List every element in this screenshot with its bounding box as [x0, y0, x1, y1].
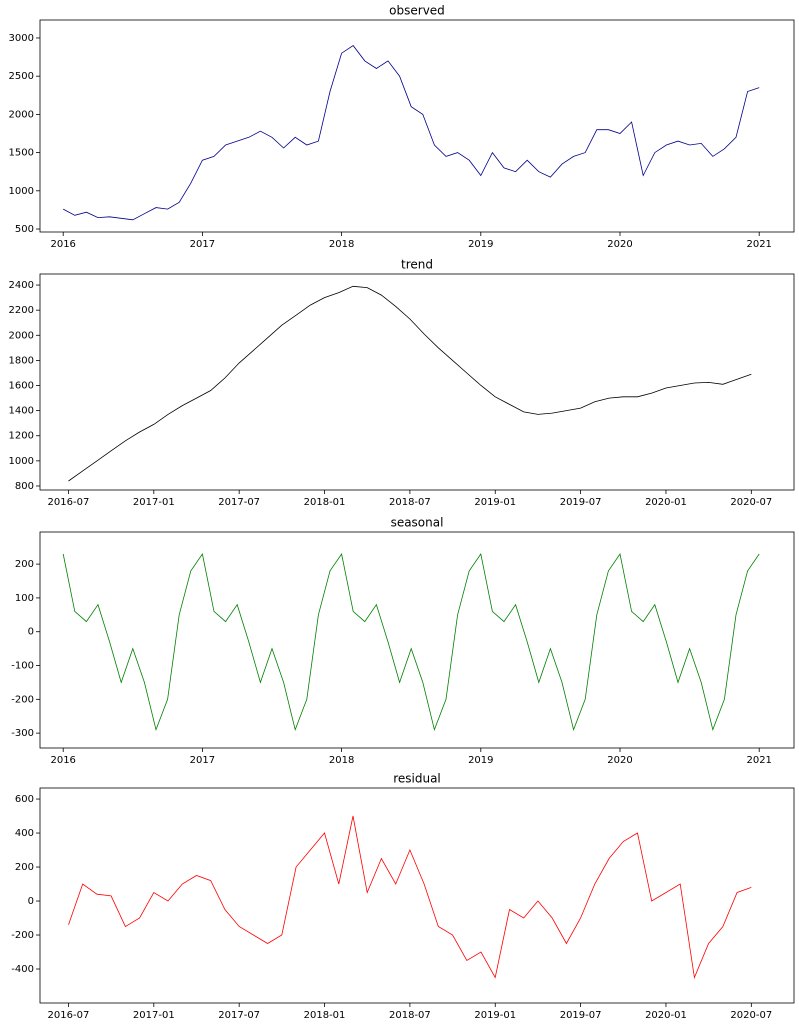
data-line — [68, 285, 752, 482]
x-tick-label: 2019-01 — [474, 497, 516, 508]
panel-title: trend — [401, 258, 433, 272]
x-tick-label: 2016-07 — [48, 1010, 90, 1021]
y-tick-label: 100 — [15, 593, 34, 604]
x-tick-label: 2017-01 — [133, 497, 175, 508]
x-tick-label: 2016 — [50, 755, 75, 766]
y-tick-label: 2400 — [9, 280, 34, 291]
x-tick-label: 2019-07 — [560, 1010, 602, 1021]
axes-frame — [39, 531, 795, 749]
y-tick-label: 0 — [28, 627, 34, 638]
x-tick-label: 2017 — [190, 755, 215, 766]
y-tick-label: 2000 — [9, 330, 34, 341]
y-tick-label: 1800 — [9, 355, 34, 366]
y-tick-label: 2200 — [9, 305, 34, 316]
y-tick-label: -200 — [11, 930, 34, 941]
x-tick-label: 2021 — [746, 239, 771, 250]
x-tick-label: 2019-07 — [560, 497, 602, 508]
x-tick-label: 2020-01 — [645, 497, 687, 508]
y-tick-label: 1600 — [9, 381, 34, 392]
data-line — [68, 815, 752, 979]
y-tick-label: 0 — [28, 896, 34, 907]
x-tick-label: 2018 — [329, 755, 354, 766]
x-tick-label: 2016 — [50, 239, 75, 250]
y-tick-label: -200 — [11, 694, 34, 705]
x-tick-label: 2017-01 — [133, 1010, 175, 1021]
y-tick-label: 800 — [15, 481, 34, 492]
axes-frame — [39, 273, 795, 491]
data-line — [63, 45, 760, 221]
x-tick-label: 2019 — [468, 239, 493, 250]
panel-title: observed — [389, 4, 445, 18]
x-tick-label: 2019-01 — [474, 1010, 516, 1021]
y-tick-label: 500 — [15, 224, 34, 235]
y-tick-label: 2000 — [9, 109, 34, 120]
x-tick-label: 2020 — [607, 239, 632, 250]
y-tick-label: 3000 — [9, 33, 34, 44]
y-tick-label: 1000 — [9, 186, 34, 197]
panel-title: seasonal — [391, 516, 444, 530]
y-tick-label: -100 — [11, 661, 34, 672]
x-tick-label: 2018-07 — [389, 497, 431, 508]
x-tick-label: 2021 — [746, 755, 771, 766]
x-tick-label: 2018-01 — [304, 1010, 346, 1021]
y-tick-label: 600 — [15, 794, 34, 805]
x-tick-label: 2020-07 — [730, 1010, 772, 1021]
x-tick-label: 2017-07 — [218, 1010, 260, 1021]
axes-frame — [39, 787, 795, 1004]
x-tick-label: 2017-07 — [218, 497, 260, 508]
x-tick-label: 2018 — [329, 239, 354, 250]
y-tick-label: -400 — [11, 964, 34, 975]
y-tick-label: 2500 — [9, 71, 34, 82]
x-tick-label: 2020-01 — [645, 1010, 687, 1021]
y-tick-label: 400 — [15, 828, 34, 839]
x-tick-label: 2017 — [190, 239, 215, 250]
x-tick-label: 2016-07 — [48, 497, 90, 508]
x-tick-label: 2020-07 — [730, 497, 772, 508]
x-tick-label: 2019 — [468, 755, 493, 766]
axes-frame — [39, 19, 795, 233]
y-tick-label: 1000 — [9, 456, 34, 467]
y-tick-label: -300 — [11, 728, 34, 739]
y-tick-label: 200 — [15, 862, 34, 873]
y-tick-label: 1500 — [9, 148, 34, 159]
panel-title: residual — [393, 772, 441, 786]
data-line — [62, 552, 760, 732]
y-tick-label: 1200 — [9, 431, 34, 442]
y-tick-label: 1400 — [9, 406, 34, 417]
x-tick-label: 2018-01 — [304, 497, 346, 508]
x-tick-label: 2018-07 — [389, 1010, 431, 1021]
y-tick-label: 200 — [15, 559, 34, 570]
x-tick-label: 2020 — [607, 755, 632, 766]
